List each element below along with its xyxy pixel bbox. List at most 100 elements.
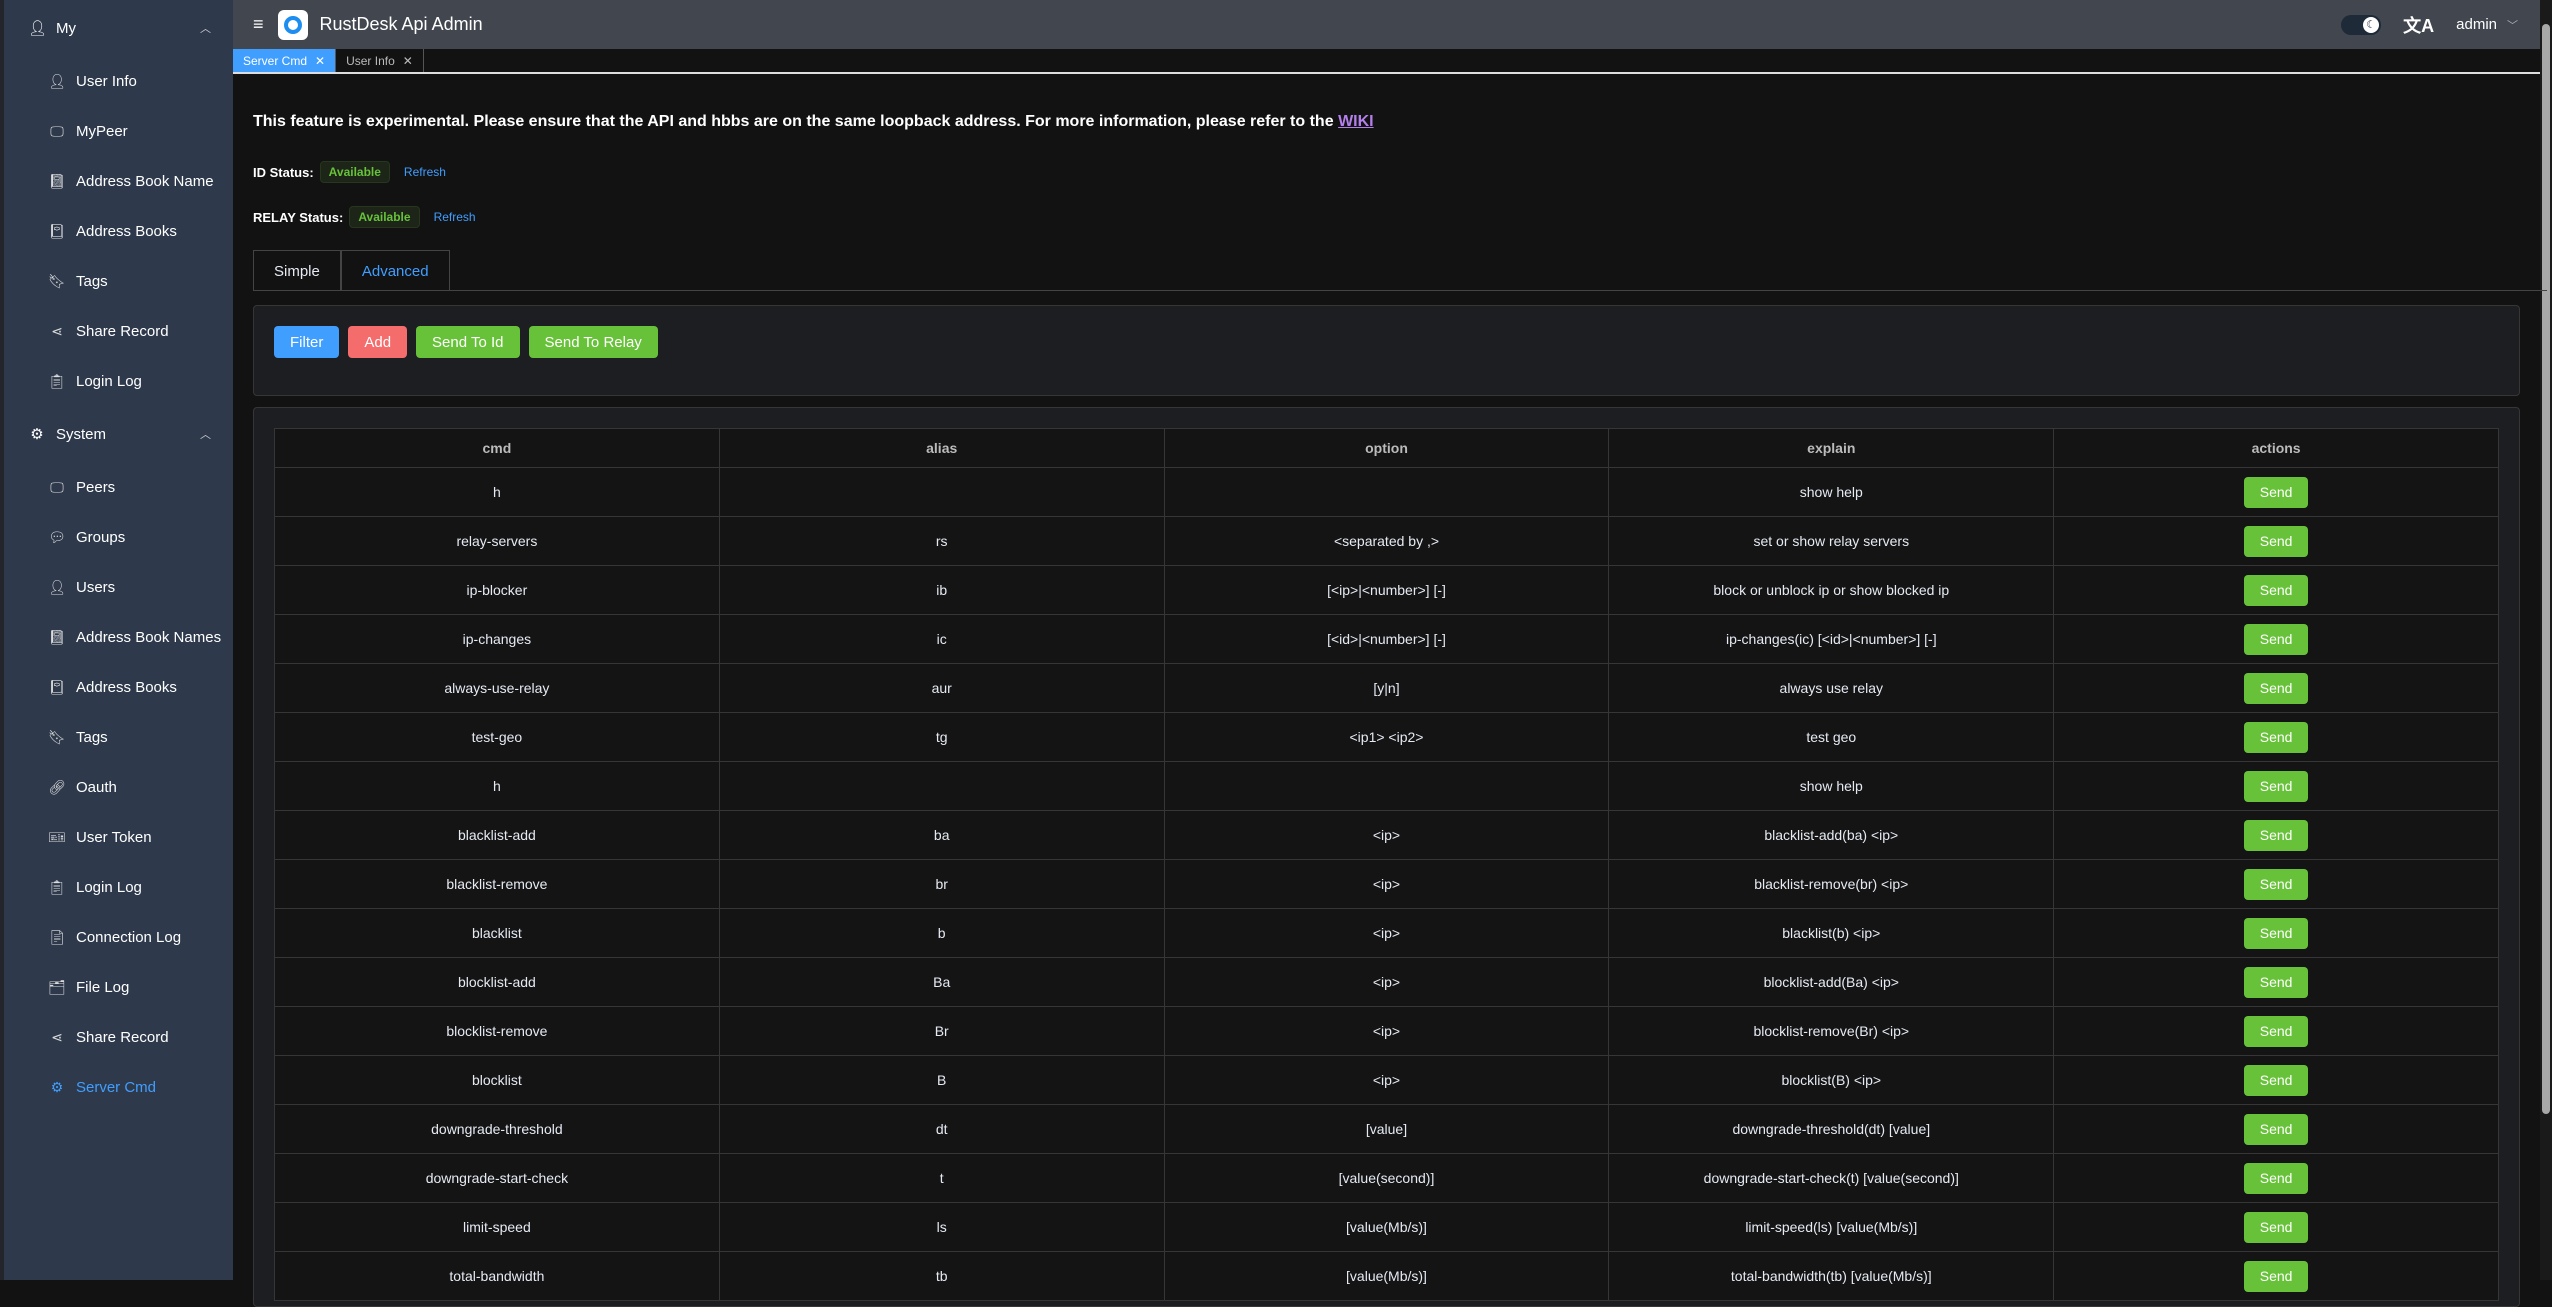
refresh-relay-link[interactable]: Refresh	[433, 210, 476, 224]
sidebar-item-label: Address Books	[76, 222, 177, 240]
sidebar-group-system[interactable]: ⚙ System ︿	[4, 406, 233, 462]
send-to-relay-button[interactable]: Send To Relay	[528, 326, 658, 358]
add-button[interactable]: Add	[348, 326, 408, 358]
sidebar-item-label: Groups	[76, 528, 126, 546]
send-button[interactable]: Send	[2243, 574, 2309, 606]
option-cell: [<id>|<number>] [-]	[1163, 614, 1610, 664]
sidebar-item-groups[interactable]: 💬︎ Groups	[4, 512, 233, 562]
send-button[interactable]: Send	[2243, 868, 2309, 900]
gear-icon: ⚙	[50, 1078, 64, 1095]
option-cell	[1163, 467, 1610, 517]
table-row: h show help Send	[274, 467, 2499, 517]
sidebar-item-label: User Token	[76, 828, 152, 846]
alias-cell: Ba	[718, 957, 1165, 1007]
send-button[interactable]: Send	[2243, 770, 2309, 802]
cmd-cell: downgrade-start-check	[274, 1153, 720, 1203]
main-content: This feature is experimental. Please ens…	[233, 75, 2547, 1307]
table-row: blacklist b <ip> blacklist(b) <ip> Send	[274, 908, 2499, 958]
actions-cell: Send	[2053, 614, 2499, 664]
option-cell: <ip>	[1163, 908, 1610, 958]
sidebar-item-tags[interactable]: 🔖︎ Tags	[4, 256, 233, 306]
alias-cell: aur	[718, 663, 1165, 713]
sidebar-item-address-book-name[interactable]: 📓︎ Address Book Name	[4, 156, 233, 206]
sidebar-item-server-cmd[interactable]: ⚙ Server Cmd	[4, 1062, 233, 1112]
send-button[interactable]: Send	[2243, 966, 2309, 998]
actions-cell: Send	[2053, 516, 2499, 566]
send-button[interactable]: Send	[2243, 525, 2309, 557]
sidebar-item-oauth[interactable]: 🔗︎ Oauth	[4, 762, 233, 812]
tab-simple[interactable]: Simple	[253, 250, 341, 291]
refresh-id-link[interactable]: Refresh	[403, 165, 446, 179]
option-cell: <ip>	[1163, 1006, 1610, 1056]
close-icon[interactable]: ✕	[402, 53, 413, 68]
sidebar-item-share-record[interactable]: ⋖ Share Record	[4, 306, 233, 356]
cmd-cell: relay-servers	[274, 516, 720, 566]
close-icon[interactable]: ✕	[315, 53, 326, 68]
send-button[interactable]: Send	[2243, 1113, 2309, 1145]
dark-mode-toggle[interactable]: ☾	[2341, 14, 2382, 35]
column-header-cmd: cmd	[274, 428, 720, 468]
sidebar-item-file-log[interactable]: 🗂︎ File Log	[4, 962, 233, 1012]
send-button[interactable]: Send	[2243, 1162, 2309, 1194]
user-icon: 👤︎	[48, 72, 66, 89]
tab-server-cmd[interactable]: Server Cmd ✕	[233, 49, 337, 72]
send-button[interactable]: Send	[2243, 1064, 2309, 1096]
tab-user-info[interactable]: User Info ✕	[336, 49, 424, 72]
sidebar-item-share-record[interactable]: ⋖ Share Record	[4, 1012, 233, 1062]
sidebar-item-user-token[interactable]: 🎫︎ User Token	[4, 812, 233, 862]
send-button[interactable]: Send	[2243, 917, 2309, 949]
sidebar-item-users[interactable]: 👤︎ Users	[4, 562, 233, 612]
cmd-cell: blacklist	[274, 908, 720, 958]
send-button[interactable]: Send	[2243, 1015, 2309, 1047]
scrollbar[interactable]	[2540, 0, 2552, 1280]
send-to-id-button[interactable]: Send To Id	[416, 326, 520, 358]
sidebar-item-connection-log[interactable]: 📄︎ Connection Log	[4, 912, 233, 962]
explain-cell: show help	[1608, 467, 2055, 517]
option-cell: [<ip>|<number>] [-]	[1163, 565, 1610, 615]
send-button[interactable]: Send	[2243, 819, 2309, 851]
option-cell: <separated by ,>	[1163, 516, 1610, 566]
explain-cell: blacklist-add(ba) <ip>	[1608, 810, 2055, 860]
sidebar-item-peers[interactable]: 🖵 Peers	[4, 462, 233, 512]
send-button[interactable]: Send	[2243, 1260, 2309, 1292]
sidebar-item-address-book-names[interactable]: 📓︎ Address Book Names	[4, 612, 233, 662]
share-icon: ⋖	[51, 1028, 63, 1045]
wiki-link[interactable]: WIKI	[1338, 113, 1374, 130]
option-cell: <ip1> <ip2>	[1163, 712, 1610, 762]
book-icon: 📓︎	[48, 172, 66, 189]
menu-toggle-icon[interactable]: ≡	[253, 14, 264, 34]
sidebar-item-label: Share Record	[76, 322, 169, 340]
send-button[interactable]: Send	[2243, 476, 2309, 508]
status-badge: Available	[319, 161, 390, 183]
actions-cell: Send	[2053, 1006, 2499, 1056]
send-button[interactable]: Send	[2243, 721, 2309, 753]
alias-cell	[718, 761, 1165, 811]
sidebar-item-address-books[interactable]: 📔︎ Address Books	[4, 662, 233, 712]
sidebar-item-login-log[interactable]: 📋︎ Login Log	[4, 356, 233, 406]
book-icon: 📓︎	[48, 628, 66, 645]
send-button[interactable]: Send	[2243, 1211, 2309, 1243]
user-menu[interactable]: admin ﹀	[2456, 16, 2518, 33]
sidebar-item-label: Share Record	[76, 1028, 169, 1046]
sidebar-item-login-log[interactable]: 📋︎ Login Log	[4, 862, 233, 912]
sidebar-group-my[interactable]: 👤︎ My ︿	[4, 0, 233, 56]
alias-cell: dt	[718, 1104, 1165, 1154]
sidebar-item-user-info[interactable]: 👤︎ User Info	[4, 56, 233, 106]
explain-cell: show help	[1608, 761, 2055, 811]
bookmark-icon: 🔖︎	[48, 272, 66, 289]
gear-icon: ⚙	[30, 426, 44, 443]
alias-cell: Br	[718, 1006, 1165, 1056]
actions-cell: Send	[2053, 1251, 2499, 1301]
alias-cell: t	[718, 1153, 1165, 1203]
sidebar-item-address-books[interactable]: 📔︎ Address Books	[4, 206, 233, 256]
filter-button[interactable]: Filter	[274, 326, 340, 358]
sidebar-item-label: Tags	[76, 272, 108, 290]
sidebar-item-mypeer[interactable]: 🖵 MyPeer	[4, 106, 233, 156]
tab-advanced[interactable]: Advanced	[340, 250, 450, 291]
bookmark-icon: 🔖︎	[48, 728, 66, 745]
tab-label: Server Cmd	[243, 53, 308, 68]
sidebar-item-tags[interactable]: 🔖︎ Tags	[4, 712, 233, 762]
translate-icon[interactable]: 文A	[2403, 15, 2435, 36]
send-button[interactable]: Send	[2243, 672, 2309, 704]
send-button[interactable]: Send	[2243, 623, 2309, 655]
